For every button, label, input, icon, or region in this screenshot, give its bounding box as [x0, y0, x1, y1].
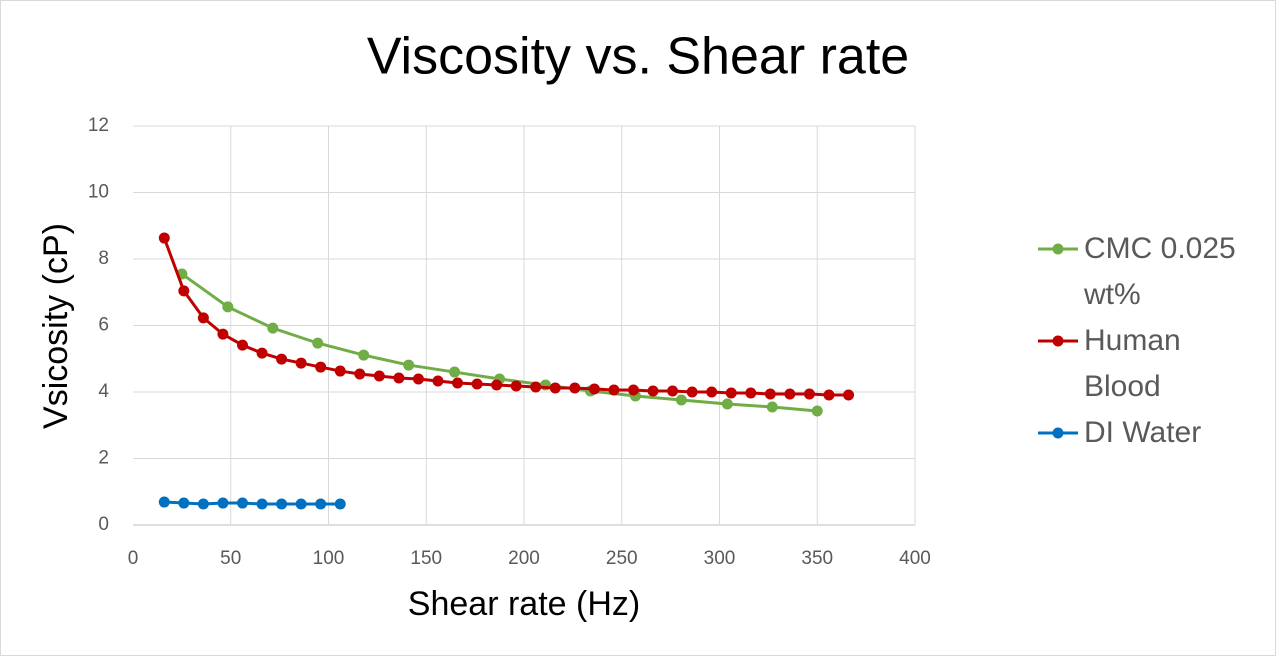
y-tick-label: 12 — [88, 115, 109, 136]
data-point — [334, 365, 346, 377]
data-point — [373, 370, 385, 382]
data-point — [354, 368, 366, 380]
data-point — [158, 232, 170, 244]
x-tick-label: 0 — [128, 548, 139, 569]
data-point — [217, 497, 229, 509]
data-point — [334, 498, 346, 510]
data-point — [236, 497, 248, 509]
data-point — [412, 373, 424, 385]
x-tick-label: 300 — [704, 548, 736, 569]
data-point — [725, 387, 737, 399]
data-point — [295, 357, 307, 369]
data-point — [686, 386, 698, 398]
data-point — [449, 366, 461, 378]
legend-marker — [1052, 335, 1064, 347]
data-point — [549, 382, 561, 394]
x-tick-label: 50 — [220, 548, 241, 569]
data-point — [823, 389, 835, 401]
data-point — [312, 337, 324, 349]
legend-entry: CMC 0.025 wt% — [1036, 226, 1266, 318]
y-tick-label: 10 — [88, 182, 109, 203]
data-point — [403, 359, 415, 371]
data-point — [811, 405, 823, 417]
legend-label: DI Water — [1084, 416, 1202, 449]
legend-marker — [1052, 427, 1064, 439]
data-point — [315, 498, 327, 510]
x-tick-label: 400 — [899, 548, 931, 569]
data-point — [766, 401, 778, 413]
data-point — [471, 378, 483, 390]
legend-entry: Human Blood — [1036, 318, 1266, 410]
data-point — [803, 388, 815, 400]
data-point — [675, 394, 687, 406]
data-point — [706, 386, 718, 398]
legend-swatch — [1038, 243, 1078, 255]
x-tick-label: 200 — [508, 548, 540, 569]
data-point — [197, 498, 209, 510]
y-tick-label: 6 — [98, 315, 109, 336]
data-point — [784, 388, 796, 400]
legend: CMC 0.025 wt% Human Blood DI Water — [1036, 226, 1266, 456]
data-point — [256, 347, 268, 359]
y-tick-label: 0 — [98, 514, 109, 535]
y-tick-label: 8 — [98, 248, 109, 269]
x-tick-label: 250 — [606, 548, 638, 569]
data-point — [452, 377, 464, 389]
data-point — [721, 398, 733, 410]
data-point — [627, 384, 639, 396]
data-point — [276, 353, 288, 365]
data-point — [178, 497, 190, 509]
data-point — [358, 349, 370, 361]
data-point — [236, 339, 248, 351]
data-point — [315, 361, 327, 373]
chart-title: Viscosity vs. Shear rate — [367, 28, 909, 86]
data-point — [647, 385, 659, 397]
y-axis-title: Vsicosity (cP) — [37, 223, 75, 429]
data-point — [158, 496, 170, 508]
y-tick-label: 2 — [98, 448, 109, 469]
data-point — [608, 384, 620, 396]
data-point — [256, 498, 268, 510]
data-point — [764, 388, 776, 400]
x-tick-label: 350 — [801, 548, 833, 569]
data-point — [588, 383, 600, 395]
data-point — [393, 372, 405, 384]
legend-swatch — [1038, 335, 1078, 347]
x-tick-label: 100 — [313, 548, 345, 569]
data-point — [178, 285, 190, 297]
data-point — [843, 389, 855, 401]
x-axis-title: Shear rate (Hz) — [408, 585, 640, 623]
data-point — [222, 301, 234, 313]
data-point — [432, 375, 444, 387]
data-point — [569, 382, 581, 394]
data-point — [295, 498, 307, 510]
legend-swatch — [1038, 427, 1078, 439]
x-tick-label: 150 — [410, 548, 442, 569]
data-point — [667, 385, 679, 397]
y-tick-label: 4 — [98, 381, 109, 402]
legend-entry: DI Water — [1036, 410, 1266, 456]
legend-label: CMC 0.025 wt% — [1084, 232, 1236, 311]
legend-marker — [1052, 243, 1064, 255]
series-line — [164, 500, 341, 506]
data-point — [217, 328, 229, 340]
data-point — [510, 380, 522, 392]
data-point — [276, 498, 288, 510]
data-point — [745, 387, 757, 399]
data-point — [491, 379, 503, 391]
data-point — [530, 381, 542, 393]
data-point — [267, 322, 279, 334]
data-point — [197, 312, 209, 324]
legend-label: Human Blood — [1084, 324, 1181, 403]
